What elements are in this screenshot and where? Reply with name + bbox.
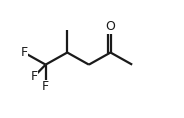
Text: F: F (30, 70, 37, 83)
Text: O: O (106, 20, 116, 33)
Text: F: F (20, 46, 28, 59)
Text: F: F (42, 80, 49, 93)
